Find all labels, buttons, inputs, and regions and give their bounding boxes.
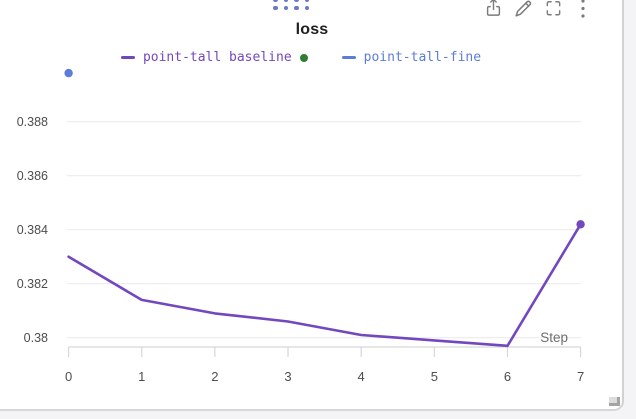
series-line-point-tall-baseline[interactable]: [67, 223, 582, 348]
y-tick-label: 0.382: [17, 277, 48, 291]
end-point-point-tall-baseline[interactable]: [576, 220, 585, 229]
legend-run-label: point-tall-fine: [363, 50, 482, 65]
drag-dot: [294, 0, 299, 2]
drag-dot: [304, 5, 309, 10]
edit-button[interactable]: [512, 0, 534, 19]
fullscreen-button[interactable]: [542, 0, 564, 19]
panel-toolbar: [482, 0, 594, 19]
x-tick-label: 2: [211, 369, 218, 384]
y-tick-label: 0.384: [17, 223, 48, 237]
loss-chart-svg: 0.38 0.382 0.384 0.386 0.388 0 1 2 3 4 5 6 7 Step: [17, 68, 585, 384]
x-tick-label: 1: [138, 369, 145, 384]
legend-item-point-tall-fine[interactable]: point-tall-fine: [341, 50, 482, 65]
export-icon: [486, 0, 500, 16]
panel-menu-button[interactable]: [572, 0, 594, 19]
metric-panel: loss point-tall baseline point-tall-fine…: [0, 0, 624, 411]
drag-dot: [273, 0, 278, 2]
data-point-point-tall-fine[interactable]: [64, 68, 73, 78]
legend-item-point-tall-baseline[interactable]: point-tall baseline: [120, 50, 308, 65]
drag-dot: [283, 5, 288, 10]
drag-dot: [273, 5, 278, 10]
line-swatch: [120, 55, 135, 60]
panel-drag-handle[interactable]: [273, 0, 309, 14]
drag-dot: [283, 0, 288, 2]
drag-dot: [304, 0, 309, 2]
legend-run-label: point-tall baseline: [142, 50, 292, 65]
edit-pencil-icon: [515, 0, 532, 17]
drag-dots-row: [273, 5, 309, 10]
drag-dots-row: [273, 0, 309, 2]
x-tick-label: 7: [577, 369, 584, 384]
x-tick-label: 6: [504, 369, 511, 384]
line-swatch: [341, 55, 356, 60]
x-tick-label: 4: [358, 369, 365, 384]
x-tick-label: 0: [65, 369, 72, 384]
y-tick-label: 0.386: [17, 169, 48, 183]
run-state-dot: [299, 53, 308, 62]
y-tick-label: 0.388: [17, 115, 48, 129]
kebab-menu-icon: [581, 0, 585, 18]
x-tick-label: 5: [431, 369, 438, 384]
x-axis-title: Step: [540, 330, 568, 345]
chart-legend: point-tall baseline point-tall-fine: [0, 50, 613, 65]
y-tick-label: 0.38: [24, 331, 48, 345]
export-button[interactable]: [482, 0, 504, 19]
drag-dot: [294, 5, 299, 10]
x-tick-label: 3: [284, 369, 291, 384]
panel-title: loss: [295, 21, 329, 38]
panel-resize-handle[interactable]: [609, 397, 620, 406]
fullscreen-icon: [546, 1, 560, 16]
